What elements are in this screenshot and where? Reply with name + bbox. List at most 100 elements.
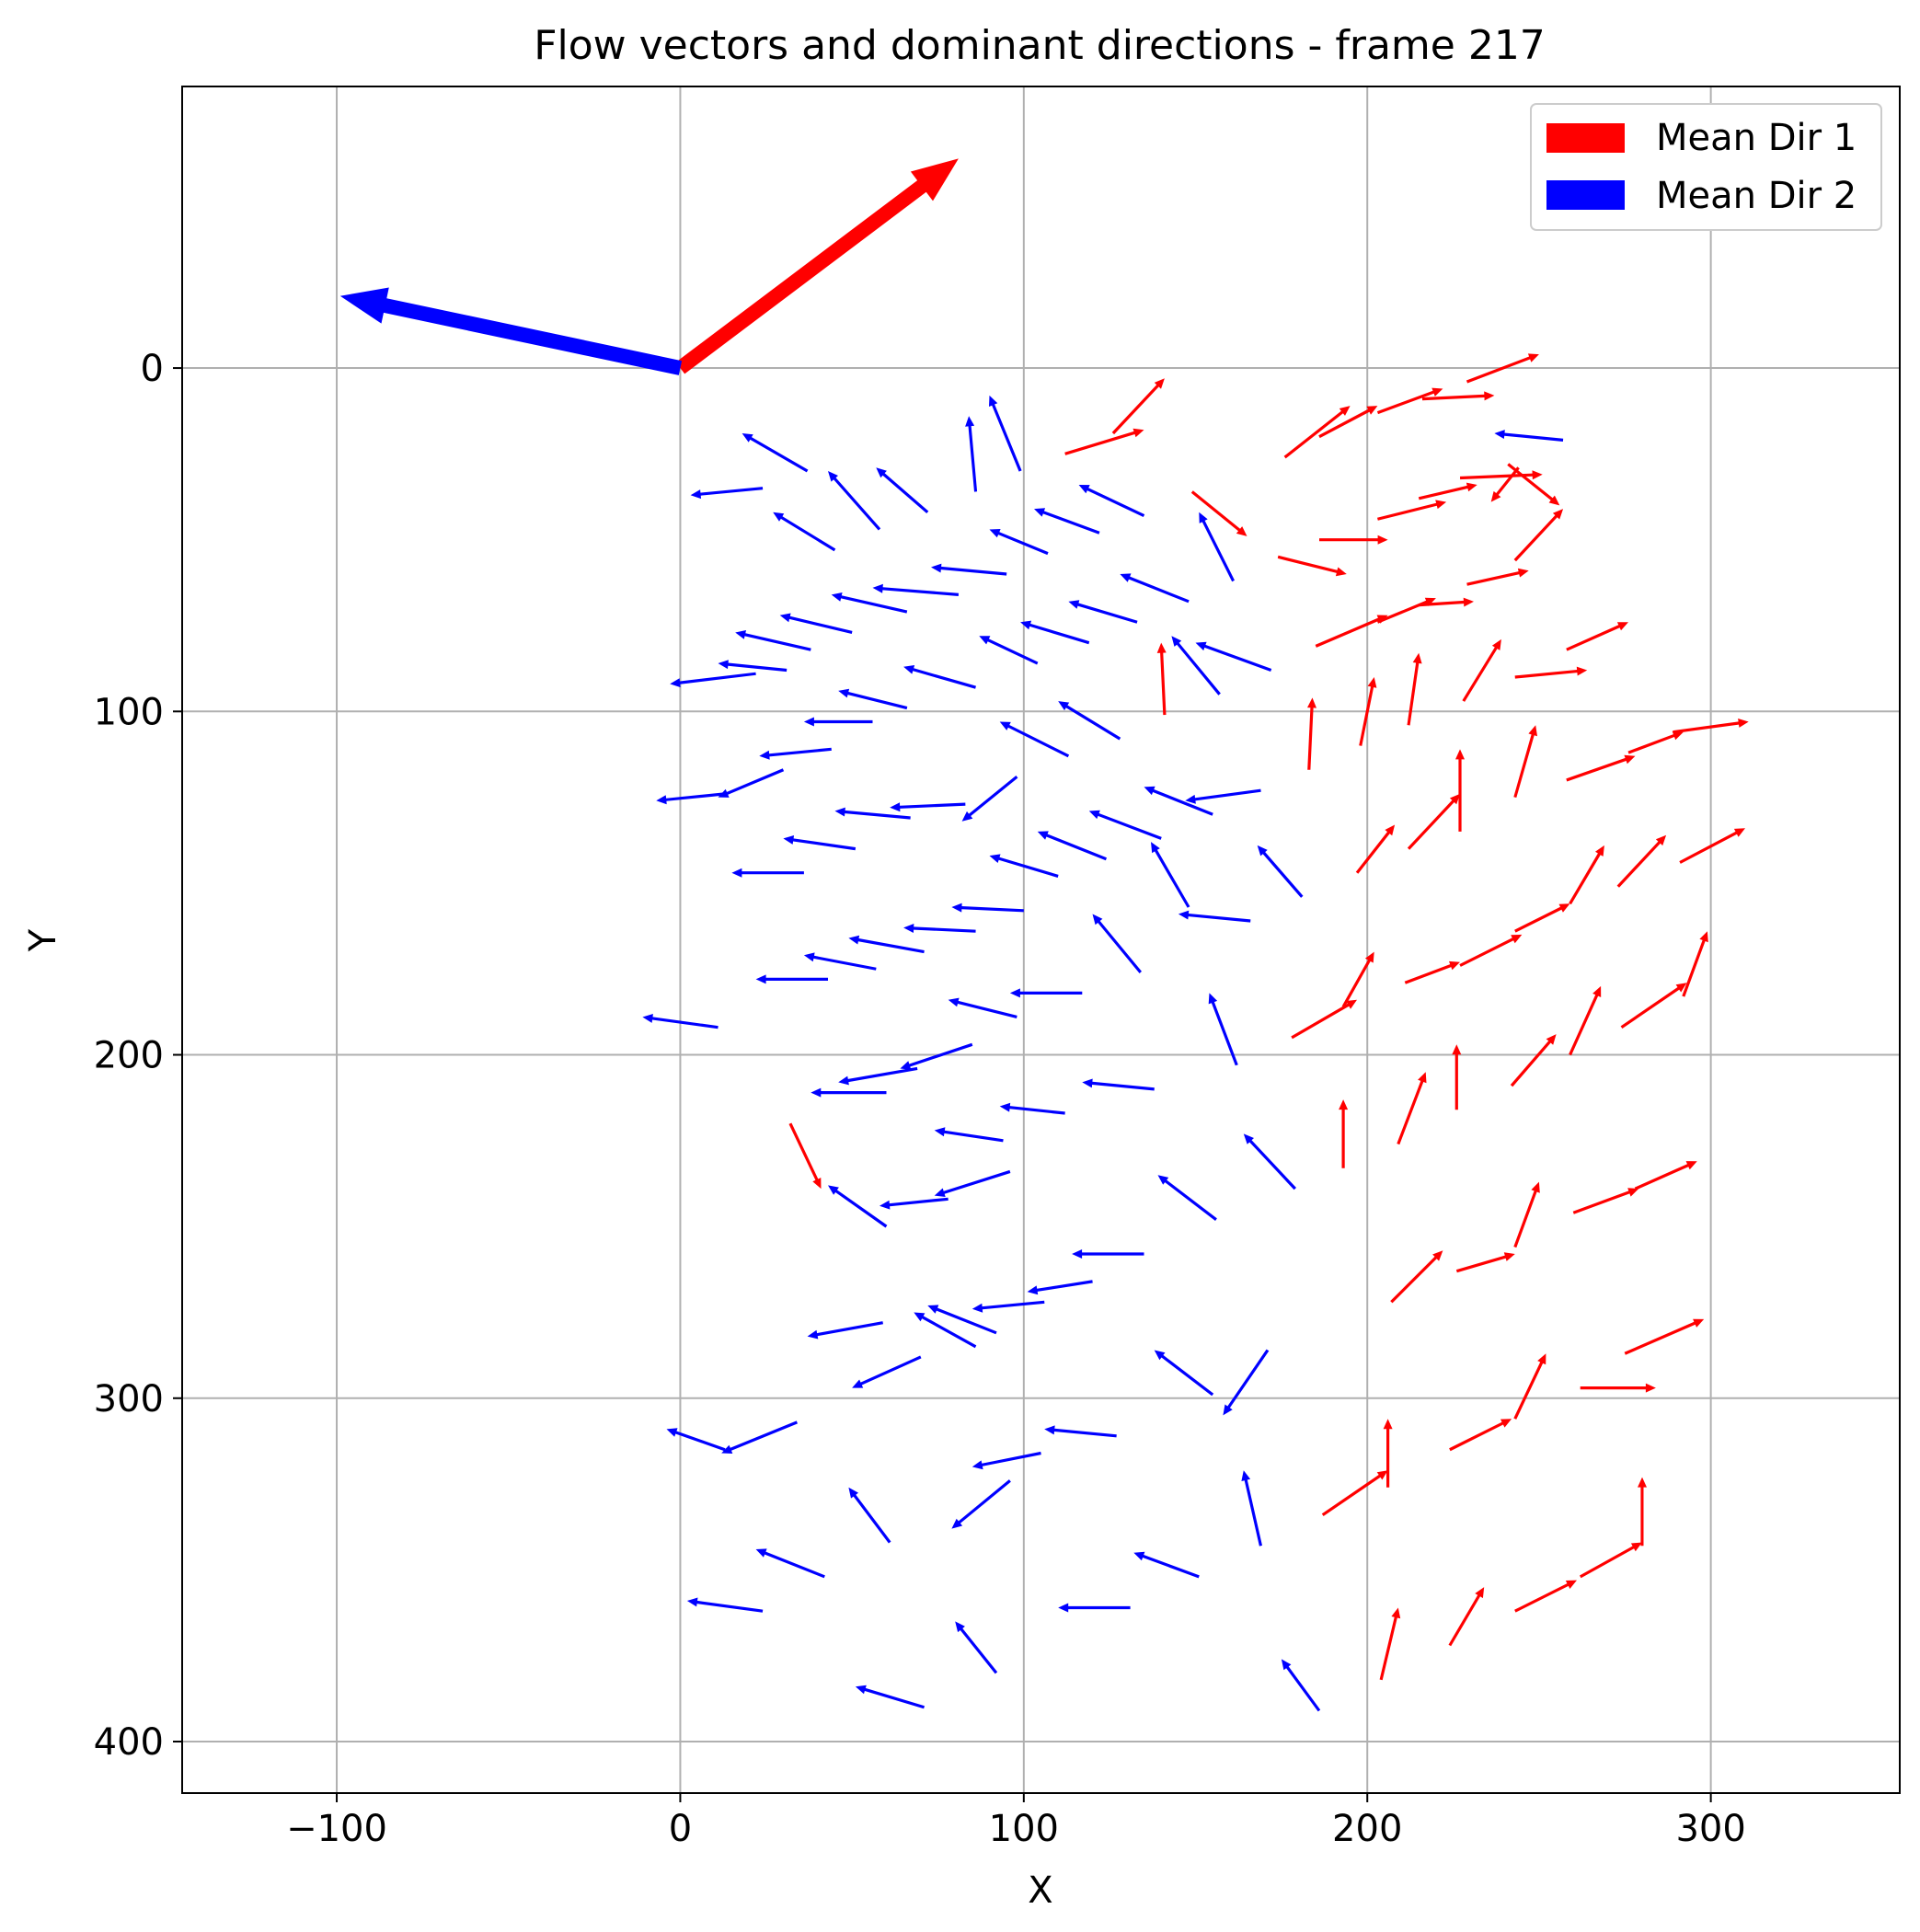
flow-vector bbox=[1195, 641, 1272, 672]
flow-vector bbox=[1291, 999, 1357, 1040]
y-tick-label: 200 bbox=[94, 1035, 164, 1077]
flow-vector bbox=[759, 747, 832, 760]
flow-vector bbox=[1616, 834, 1667, 888]
flow-vector bbox=[1466, 353, 1539, 384]
flow-vector bbox=[690, 487, 764, 500]
flow-vector bbox=[989, 854, 1059, 878]
flow-vector bbox=[999, 1102, 1065, 1115]
flow-vector bbox=[900, 1042, 973, 1070]
flow-vector bbox=[1318, 406, 1378, 439]
y-axis-label: Y bbox=[22, 928, 64, 952]
flow-vector bbox=[989, 395, 1022, 472]
flow-vector bbox=[1208, 993, 1238, 1066]
flow-vector bbox=[1580, 1383, 1656, 1393]
flow-vector bbox=[955, 1621, 998, 1674]
flow-vector bbox=[1513, 725, 1537, 798]
flow-vector bbox=[1144, 786, 1213, 816]
flow-vector bbox=[1627, 730, 1684, 754]
flow-vector bbox=[1624, 1318, 1705, 1355]
legend-label-mean-dir-2: Mean Dir 2 bbox=[1656, 175, 1857, 217]
flow-vector bbox=[1281, 1659, 1321, 1712]
flow-vector bbox=[1359, 677, 1377, 746]
flow-vector bbox=[872, 583, 959, 596]
flow-vector bbox=[656, 792, 726, 805]
flow-vector bbox=[1514, 903, 1570, 933]
flow-vector bbox=[1569, 845, 1604, 905]
flow-vector bbox=[1064, 428, 1144, 455]
flow-vector bbox=[755, 1548, 825, 1579]
flow-vector bbox=[880, 1197, 949, 1210]
flow-vector bbox=[1277, 555, 1347, 577]
legend-swatch-mean-dir-1 bbox=[1546, 123, 1625, 153]
legend-label-mean-dir-1: Mean Dir 1 bbox=[1656, 117, 1857, 159]
flow-vector bbox=[779, 613, 853, 634]
flow-vector bbox=[1157, 1175, 1217, 1221]
flow-vector bbox=[1379, 1607, 1401, 1681]
flow-vector bbox=[1421, 391, 1495, 401]
flow-vector bbox=[1462, 638, 1501, 702]
flow-vector bbox=[961, 776, 1018, 822]
flow-vector bbox=[1513, 1353, 1546, 1420]
flow-vector bbox=[948, 997, 1017, 1018]
flow-vector bbox=[718, 660, 788, 673]
flow-vector bbox=[735, 630, 811, 651]
vector-series bbox=[788, 353, 1749, 1681]
flow-vector bbox=[1377, 500, 1447, 521]
legend: Mean Dir 1 Mean Dir 2 bbox=[1530, 103, 1882, 231]
flow-vector bbox=[803, 952, 877, 971]
flow-vector bbox=[903, 924, 976, 933]
flow-vector bbox=[1494, 430, 1564, 442]
chart-title: Flow vectors and dominant directions - f… bbox=[534, 22, 1546, 69]
flow-vector bbox=[807, 1321, 883, 1340]
flow-vector bbox=[989, 529, 1049, 556]
flow-vector bbox=[1507, 463, 1560, 506]
flow-vector bbox=[1569, 985, 1602, 1056]
flow-vector bbox=[1241, 1470, 1262, 1547]
flow-vector bbox=[642, 1014, 719, 1029]
flow-vector bbox=[1566, 622, 1628, 651]
flow-vector bbox=[831, 592, 908, 614]
flow-vector bbox=[1133, 1551, 1200, 1579]
flow-vector bbox=[852, 1355, 922, 1388]
flow-vector bbox=[1315, 615, 1388, 648]
flow-vector bbox=[670, 672, 756, 688]
flow-vector bbox=[755, 974, 828, 984]
flow-vector bbox=[927, 1305, 997, 1335]
flow-vector bbox=[855, 1685, 925, 1709]
x-tick-label: 300 bbox=[1675, 1808, 1745, 1850]
flow-vector bbox=[1390, 1250, 1443, 1304]
flow-vector bbox=[1339, 1099, 1349, 1168]
flow-vector bbox=[718, 768, 785, 798]
flow-vector bbox=[1072, 1249, 1144, 1259]
flow-vector bbox=[1514, 1580, 1577, 1613]
flow-vector bbox=[903, 665, 976, 689]
flow-vector bbox=[1171, 636, 1221, 696]
flow-vector bbox=[1185, 788, 1261, 804]
flow-vector bbox=[1513, 1181, 1540, 1248]
flow-vector bbox=[1452, 1044, 1462, 1110]
flow-vector bbox=[666, 1428, 726, 1452]
mean-directions bbox=[339, 158, 959, 375]
vector-series bbox=[642, 395, 1564, 1712]
flow-vector bbox=[1243, 1133, 1296, 1190]
flow-vector bbox=[1572, 1188, 1639, 1214]
flow-vector bbox=[979, 636, 1039, 665]
flow-vector bbox=[1514, 666, 1588, 679]
flow-vector bbox=[1455, 749, 1465, 832]
flow-vector bbox=[1058, 701, 1121, 741]
flow-vector bbox=[1154, 1350, 1214, 1397]
flow-vector bbox=[1120, 573, 1190, 604]
flow-vector bbox=[971, 1451, 1041, 1470]
flow-vector bbox=[1673, 719, 1749, 734]
axis-ticks: −100 0 100 200 300 0 100 200 300 400 bbox=[94, 348, 1746, 1850]
flow-vector bbox=[1419, 597, 1474, 607]
flow-vector bbox=[1407, 652, 1422, 726]
flow-vector bbox=[1058, 1603, 1131, 1613]
flow-vector bbox=[1566, 754, 1636, 782]
flow-vector bbox=[1151, 842, 1190, 908]
plot-frame bbox=[181, 86, 1901, 1794]
flow-vector bbox=[828, 1185, 888, 1228]
flow-vector bbox=[1679, 828, 1745, 864]
flow-vector bbox=[1190, 490, 1247, 536]
flow-vector bbox=[1020, 620, 1090, 645]
